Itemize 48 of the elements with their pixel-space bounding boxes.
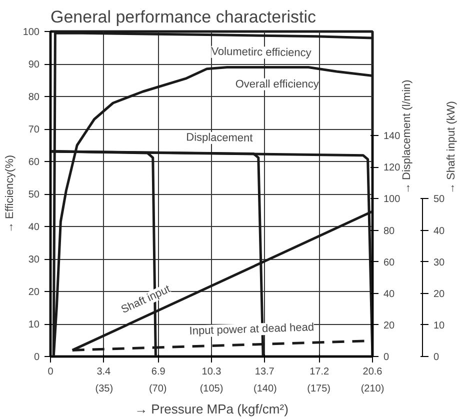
- y2-tick-label: 100: [384, 194, 401, 206]
- y3-tick-label: 50: [434, 194, 446, 206]
- y2-tick-label: 60: [384, 257, 396, 268]
- x2-tick-label: (35): [95, 384, 114, 394]
- x2-tick-label: (105): [200, 384, 224, 394]
- annotation: Displacement: [186, 132, 253, 144]
- y2-tick-label: 140: [384, 131, 401, 142]
- annotation: Volumetirc efficiency: [211, 46, 312, 60]
- y-tick-label: 60: [28, 157, 40, 168]
- x2-tick-label: (210): [360, 384, 384, 394]
- annotation: Input power at dead head: [189, 322, 314, 338]
- x2-tick-label: (175): [307, 384, 331, 394]
- x-tick-label: 20.6: [362, 366, 383, 378]
- y-tick-label: 20: [28, 287, 40, 298]
- y-tick-label: 80: [28, 92, 40, 103]
- x2-tick-label: (140): [253, 384, 277, 394]
- y2-tick-label: 40: [384, 288, 396, 300]
- y2-tick-label: 80: [384, 226, 396, 237]
- y-tick-label: 100: [22, 27, 40, 38]
- y3-tick-label: 10: [434, 320, 446, 332]
- y-tick-label: 30: [28, 254, 40, 266]
- y-tick-label: 70: [28, 124, 40, 136]
- y-tick-label: 90: [28, 60, 40, 70]
- y3-tick-label: 40: [434, 226, 446, 237]
- annotation: Overall efficiency: [235, 78, 320, 90]
- x-tick-label: 13.7: [254, 366, 275, 378]
- y3-tick-label: 20: [434, 288, 446, 300]
- x-tick-label: 3.4: [96, 366, 112, 378]
- y3-tick-label: 30: [434, 257, 446, 268]
- y2-tick-label: 20: [384, 320, 396, 332]
- y-tick-label: 10: [28, 320, 40, 330]
- y-axis-title: → Efficiency(%): [4, 154, 16, 234]
- x-tick-label: 10.3: [202, 366, 222, 378]
- x-axis-title: → Pressure MPa (kgf/cm²): [134, 402, 288, 416]
- x-tick-label: 0: [48, 366, 54, 378]
- annotation: Shaft input: [119, 283, 172, 316]
- chart-title: General performance characteristic: [50, 8, 316, 26]
- y2-tick-label: 0: [384, 352, 390, 363]
- y-tick-label: 40: [28, 222, 40, 233]
- y-tick-label: 50: [28, 190, 40, 200]
- y-tick-label: 0: [34, 352, 40, 363]
- y2-tick-label: 120: [384, 162, 401, 174]
- x-tick-label: 6.9: [151, 366, 166, 378]
- y2-axis-title: → Displacement (l/min): [401, 80, 414, 194]
- y3-axis-title: → Shaft input (kW): [446, 101, 458, 194]
- y3-tick-label: 0: [434, 352, 440, 363]
- x2-tick-label: (70): [148, 384, 167, 394]
- x-tick-label: 17.2: [310, 366, 330, 378]
